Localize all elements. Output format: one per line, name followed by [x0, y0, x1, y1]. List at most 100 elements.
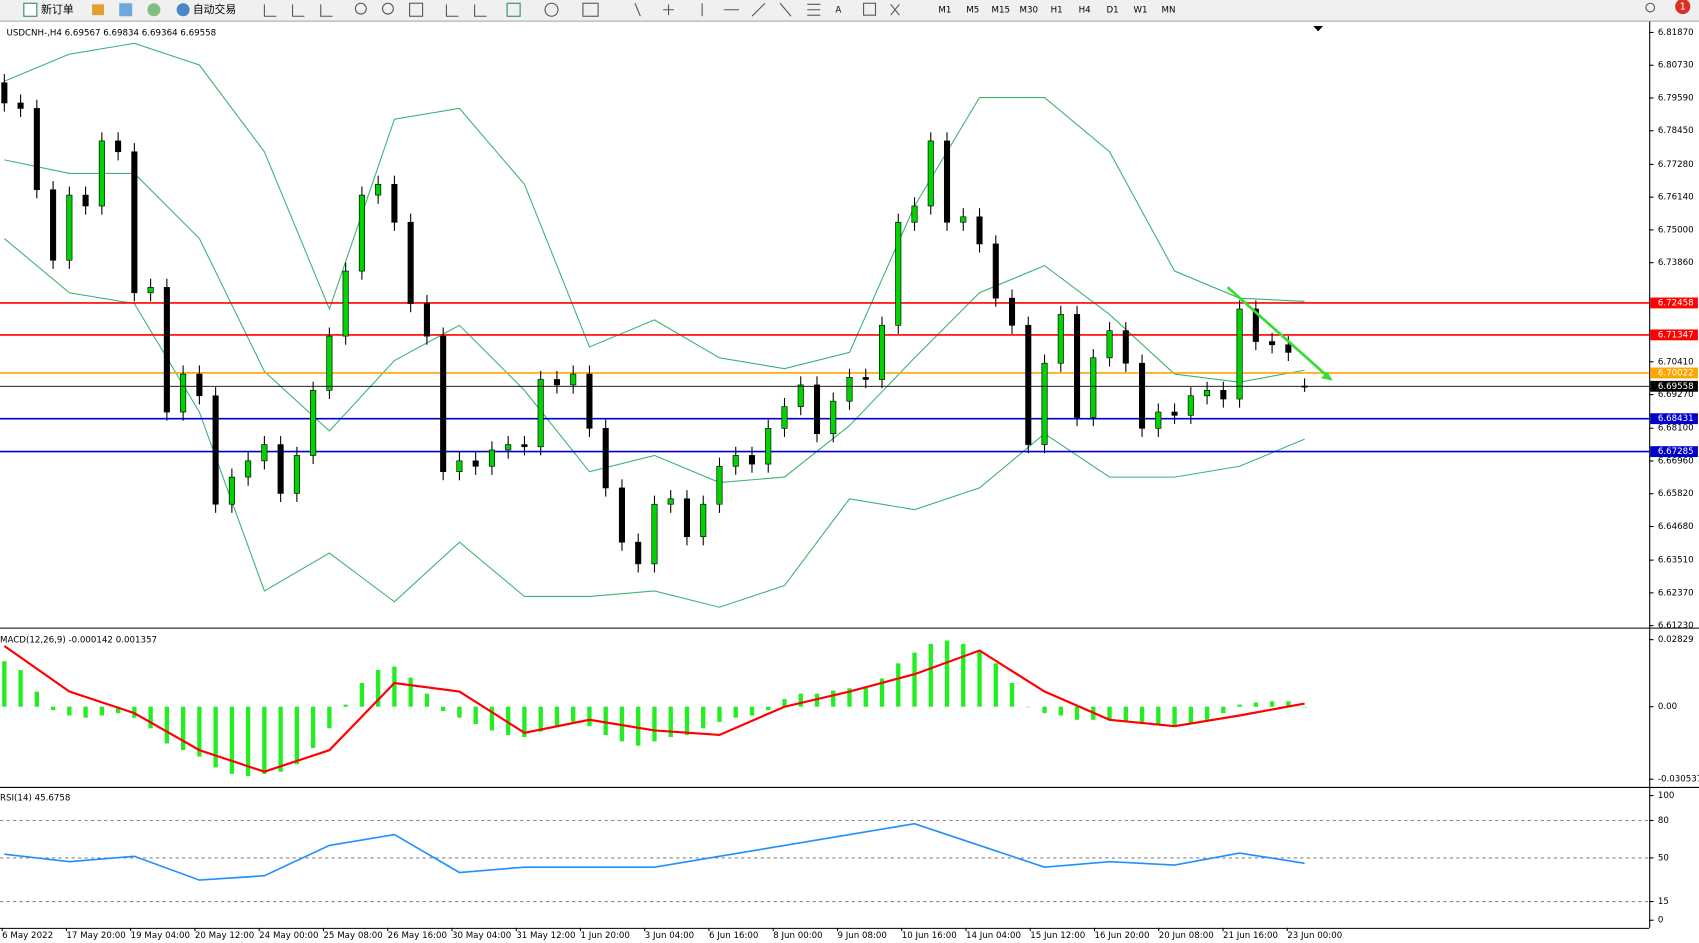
macd-bar: [424, 693, 430, 707]
macd-bar: [1026, 706, 1031, 708]
auto-trading-icon[interactable]: [176, 3, 190, 17]
macd-bar: [571, 706, 576, 722]
candle-body: [1025, 324, 1032, 445]
icon[interactable]: [92, 4, 105, 16]
icon[interactable]: [119, 3, 133, 17]
candle-body: [651, 503, 658, 565]
macd-bar: [1204, 706, 1210, 720]
timeframe-button[interactable]: H4: [1079, 5, 1092, 15]
candle-body: [765, 427, 772, 465]
macd-signal: [3, 645, 1305, 773]
macd-bar: [18, 669, 23, 707]
level-label: 6.71347: [1658, 330, 1694, 340]
x-tick-label: 21 Jun 16:00: [1223, 931, 1278, 941]
macd-bar: [441, 706, 446, 711]
rsi-title: RSI(14): [0, 793, 32, 803]
candle-body: [1285, 344, 1292, 353]
zoom-out[interactable]: [381, 2, 394, 15]
macd-bar: [782, 699, 787, 707]
x-tick-label: 15 Jun 12:00: [1030, 931, 1085, 941]
shift-marker: [1313, 26, 1324, 32]
toolbar-icons: [263, 2, 1656, 17]
y-tick-label: 6.66960: [1658, 456, 1694, 466]
timeframe-button[interactable]: M30: [1019, 5, 1037, 15]
period-icon[interactable]: [544, 2, 559, 17]
candle-body: [911, 205, 918, 223]
indicator-icon[interactable]: [506, 2, 521, 17]
notification-badge[interactable]: [1675, 0, 1691, 15]
candle-body: [98, 140, 105, 207]
template-icon[interactable]: [582, 2, 599, 17]
level-label-bg: [1650, 446, 1698, 458]
chart-type-icons[interactable]: [263, 4, 333, 17]
candle-body: [927, 140, 934, 207]
x-tick-label: 30 May 04:00: [452, 931, 511, 941]
rsi-value: 45.6758: [35, 793, 71, 803]
scroll-icons[interactable]: [445, 4, 487, 17]
candle-body: [326, 335, 333, 391]
search-icon[interactable]: [1645, 2, 1656, 13]
timeframe-button[interactable]: D1: [1106, 5, 1118, 15]
macd-bar: [489, 706, 495, 731]
macd-bar: [912, 652, 917, 707]
notification-count: 1: [1680, 2, 1686, 13]
macd-bar: [863, 687, 868, 707]
icon[interactable]: [147, 3, 161, 17]
candle-body: [277, 444, 284, 494]
timeframe-button[interactable]: M5: [966, 5, 979, 15]
zoom-in[interactable]: [354, 2, 367, 15]
macd-bar: [262, 706, 267, 774]
trend-line: [1226, 286, 1329, 378]
candle-body: [862, 377, 869, 380]
macd-bar: [684, 706, 690, 735]
timeframe-button[interactable]: M1: [938, 5, 951, 15]
macd-bar: [148, 706, 153, 729]
timeframe-button[interactable]: M15: [992, 5, 1010, 15]
macd-bar: [180, 706, 186, 751]
y-tick-label: 6.73860: [1658, 258, 1694, 268]
macd-bar: [717, 706, 722, 722]
macd-bar: [1269, 701, 1275, 707]
y-tick-label: 6.62370: [1658, 588, 1694, 598]
level-label-bg: [1650, 413, 1698, 425]
macd-bar: [554, 706, 560, 727]
candle-body: [488, 449, 495, 467]
text-label-icon[interactable]: [863, 2, 877, 16]
macd-bar: [1253, 702, 1258, 707]
macd-bar: [766, 706, 771, 711]
y-tick-label: 0.02829: [1658, 635, 1694, 645]
level-label: 6.72458: [1658, 298, 1694, 308]
candle-body: [293, 455, 300, 494]
timeframe-button[interactable]: W1: [1134, 5, 1148, 15]
frames: [0, 21, 1699, 929]
macd-bar: [229, 706, 235, 774]
tile-icon[interactable]: [409, 2, 424, 17]
candle-body: [1122, 330, 1129, 364]
level-label-bg: [1650, 297, 1698, 309]
timeframe-button[interactable]: H1: [1051, 5, 1063, 15]
candle-body: [683, 498, 691, 538]
level-label: 6.70022: [1658, 368, 1694, 378]
new-order-icon[interactable]: [23, 2, 38, 17]
macd-bar: [587, 706, 592, 727]
y-tick-label: 6.70410: [1658, 357, 1694, 367]
y-tick-label: 50: [1658, 853, 1669, 863]
drawing-tools[interactable]: [634, 2, 821, 17]
macd-bar: [2, 661, 7, 707]
high: 6.69834: [103, 28, 139, 38]
candle-body: [1220, 390, 1227, 400]
candle-body: [423, 303, 430, 337]
macd-bar: [1286, 701, 1291, 707]
macd-bar: [538, 706, 543, 732]
arrows-icon[interactable]: [890, 3, 900, 16]
x-tick-label: 17 May 20:00: [66, 931, 125, 941]
x-tick-label: 10 Jun 16:00: [902, 931, 957, 941]
auto-trading-button[interactable]: 自动交易: [193, 2, 236, 16]
timeframes: M1 M5 M15 M30 H1 H4 D1 W1 MN: [938, 5, 1175, 15]
timeframe-button[interactable]: MN: [1162, 5, 1176, 15]
text-tool[interactable]: A: [835, 5, 841, 15]
macd-bar: [392, 666, 397, 707]
new-order-button[interactable]: 新订单: [41, 2, 74, 16]
macd-bar: [977, 650, 982, 707]
